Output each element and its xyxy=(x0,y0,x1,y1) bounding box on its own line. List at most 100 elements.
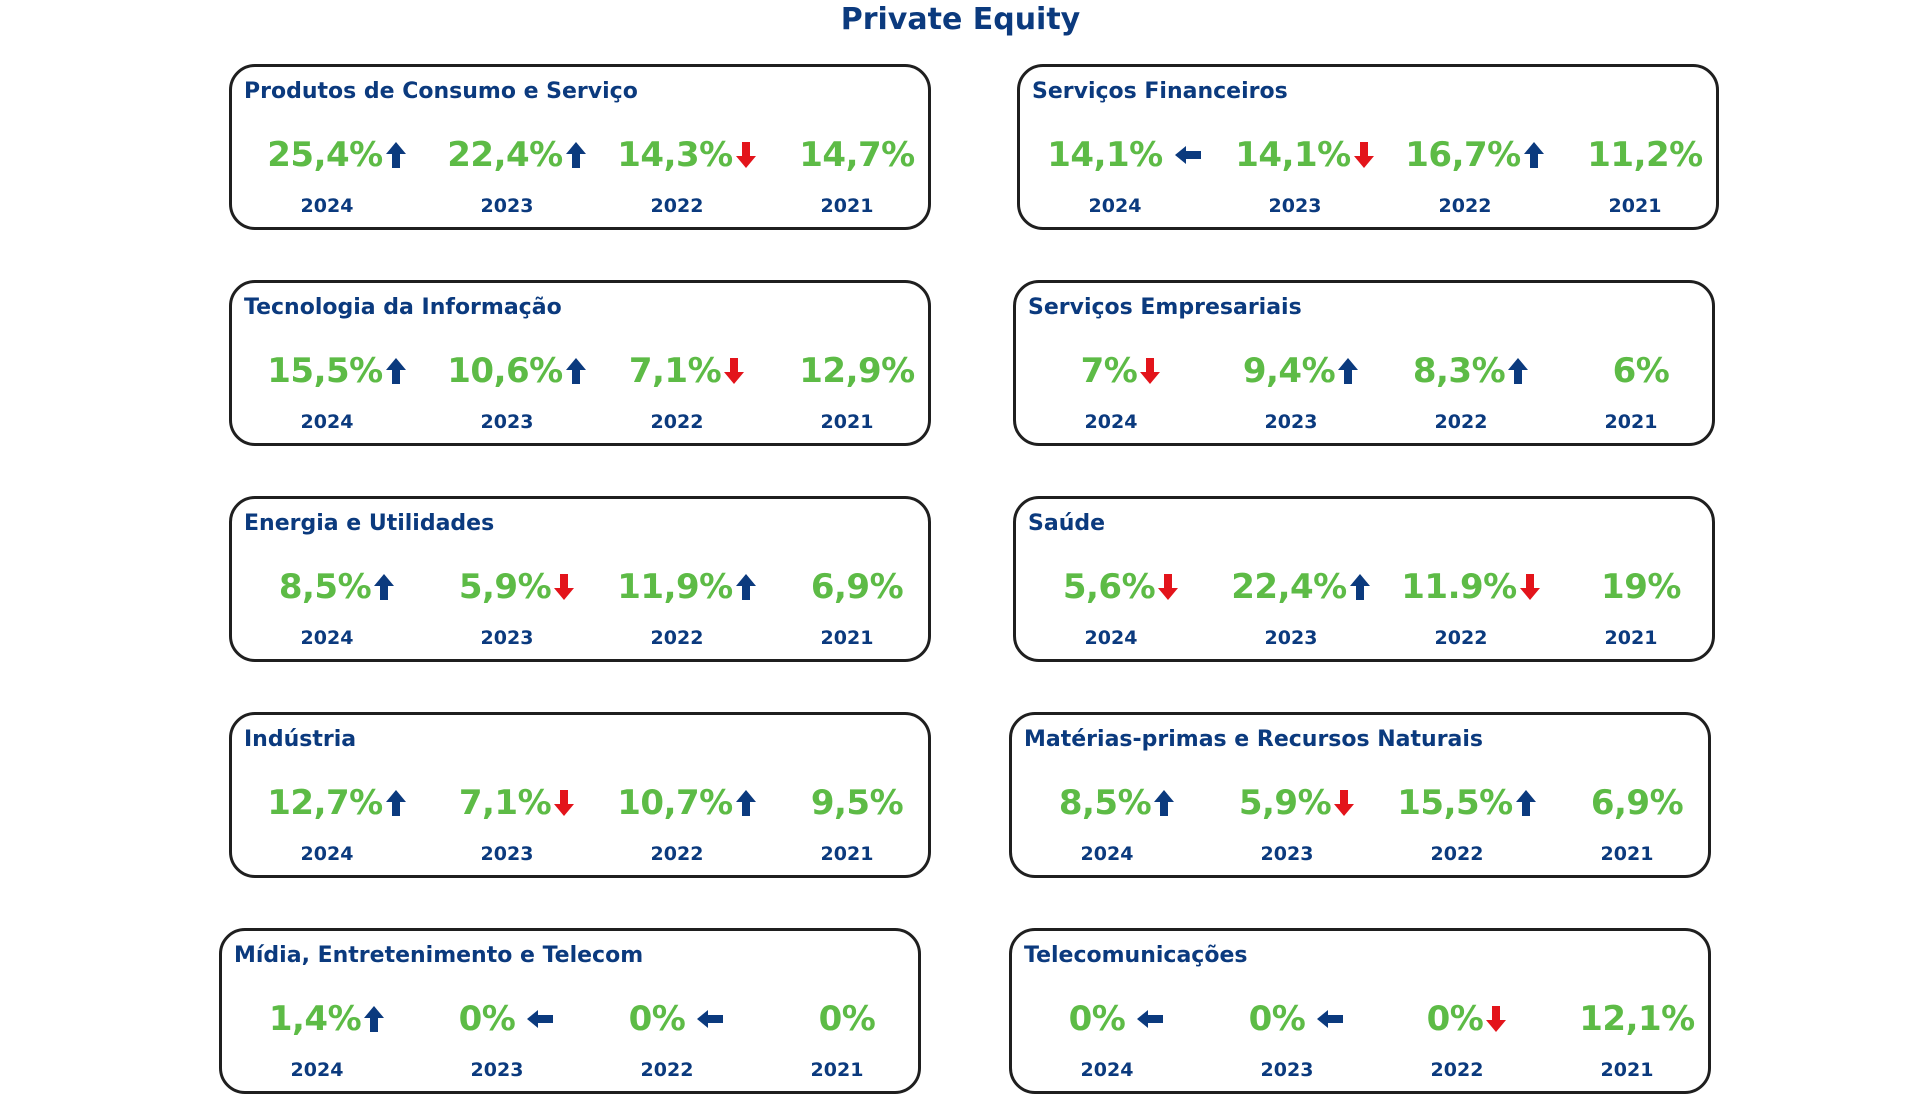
metric-year: 2024 xyxy=(1088,195,1142,217)
arrow-left-icon xyxy=(1315,1004,1345,1034)
sector-card: Mídia, Entretenimento e Telecom 1,4% 2024 0… xyxy=(219,928,921,1094)
metric-year: 2021 xyxy=(1600,843,1654,865)
metric-year: 2021 xyxy=(1608,195,1662,217)
metric-value: 7% xyxy=(1080,351,1138,391)
sector-title: Produtos de Consumo e Serviço xyxy=(244,79,638,104)
arrow-left-icon xyxy=(1135,1004,1165,1034)
sector-title: Energia e Utilidades xyxy=(244,511,495,536)
metric-value: 19% xyxy=(1601,567,1681,607)
metric-year: 2024 xyxy=(290,1059,344,1081)
arrow-up-icon xyxy=(1507,356,1529,386)
metric-value: 11,2% xyxy=(1587,135,1703,175)
arrow-up-icon xyxy=(385,788,407,818)
metric-value-group: 0% xyxy=(1212,999,1382,1039)
sector-card: Produtos de Consumo e Serviço 25,4% 2024 22… xyxy=(229,64,931,230)
metric-year: 2024 xyxy=(1084,627,1138,649)
metric-value-group: 0% xyxy=(422,999,592,1039)
arrow-up-icon xyxy=(735,572,757,602)
metric-year: 2024 xyxy=(1084,411,1138,433)
sector-title: Saúde xyxy=(1028,511,1106,536)
metric-year: 2022 xyxy=(1434,627,1488,649)
metric-year: 2021 xyxy=(820,195,874,217)
metric-value: 8,5% xyxy=(278,567,372,607)
metric-year: 2024 xyxy=(300,195,354,217)
metric-value-group: 10,7% xyxy=(602,783,772,823)
metric-value-group: 22,4% xyxy=(432,135,602,175)
arrow-left-icon xyxy=(525,1004,555,1034)
metric-value-group: 0% xyxy=(1032,999,1202,1039)
sector-title: Tecnologia da Informação xyxy=(244,295,562,320)
metric-value-group: 22,4% xyxy=(1216,567,1386,607)
metric-year: 2023 xyxy=(1264,411,1318,433)
metric-value: 11.9% xyxy=(1401,567,1517,607)
metric-year: 2021 xyxy=(1604,627,1658,649)
metric-value-group: 11,2% xyxy=(1560,135,1730,175)
arrow-up-icon xyxy=(565,356,587,386)
metric-year: 2023 xyxy=(1260,1059,1314,1081)
arrow-down-icon xyxy=(1333,788,1355,818)
metric-value-group: 8,5% xyxy=(252,567,422,607)
metric-value-group: 0% xyxy=(1382,999,1552,1039)
metric-value-group: 12,7% xyxy=(252,783,422,823)
metric-value: 0% xyxy=(1426,999,1484,1039)
metric-value: 22,4% xyxy=(1231,567,1347,607)
arrow-down-icon xyxy=(1519,572,1541,602)
metric-value-group: 11.9% xyxy=(1386,567,1556,607)
metric-value-group: 0% xyxy=(762,999,932,1039)
metric-value-group: 6,9% xyxy=(772,567,942,607)
sector-card: Tecnologia da Informação 15,5% 2024 10,6% 20… xyxy=(229,280,931,446)
metric-value-group: 19% xyxy=(1556,567,1726,607)
metric-value: 25,4% xyxy=(267,135,383,175)
sector-card: Matérias-primas e Recursos Naturais 8,5% 2… xyxy=(1009,712,1711,878)
metric-value: 1,4% xyxy=(268,999,362,1039)
metric-value-group: 15,5% xyxy=(1382,783,1552,823)
metric-value-group: 7% xyxy=(1036,351,1206,391)
metric-year: 2024 xyxy=(1080,843,1134,865)
metric-value: 14,3% xyxy=(617,135,733,175)
sector-title: Serviços Financeiros xyxy=(1032,79,1288,104)
metric-value: 14,1% xyxy=(1235,135,1351,175)
metric-value: 15,5% xyxy=(267,351,383,391)
metric-year: 2023 xyxy=(480,195,534,217)
metric-year: 2021 xyxy=(810,1059,864,1081)
arrow-left-icon xyxy=(695,1004,725,1034)
metric-value-group: 12,9% xyxy=(772,351,942,391)
metric-year: 2023 xyxy=(480,411,534,433)
arrow-up-icon xyxy=(1515,788,1537,818)
metric-year: 2021 xyxy=(820,843,874,865)
metric-value: 10,7% xyxy=(617,783,733,823)
metric-year: 2021 xyxy=(820,411,874,433)
metric-year: 2022 xyxy=(650,627,704,649)
sector-card: Indústria 12,7% 2024 7,1% 2023 10,7% 2022 9,5% 2… xyxy=(229,712,931,878)
metric-year: 2023 xyxy=(480,843,534,865)
metric-value: 9,5% xyxy=(810,783,904,823)
metric-value-group: 11,9% xyxy=(602,567,772,607)
arrow-down-icon xyxy=(1139,356,1161,386)
metric-value-group: 14,3% xyxy=(602,135,772,175)
metric-year: 2022 xyxy=(1438,195,1492,217)
metric-value-group: 5,9% xyxy=(432,567,602,607)
metric-year: 2024 xyxy=(300,843,354,865)
arrow-up-icon xyxy=(373,572,395,602)
metric-value-group: 7,1% xyxy=(602,351,772,391)
sector-card: Energia e Utilidades 8,5% 2024 5,9% 2023 11,9… xyxy=(229,496,931,662)
arrow-up-icon xyxy=(385,356,407,386)
arrow-down-icon xyxy=(553,572,575,602)
metric-value: 14,1% xyxy=(1047,135,1163,175)
metric-year: 2024 xyxy=(300,411,354,433)
metric-year: 2022 xyxy=(650,843,704,865)
sector-title: Telecomunicações xyxy=(1024,943,1248,968)
metric-value: 11,9% xyxy=(617,567,733,607)
arrow-up-icon xyxy=(735,788,757,818)
arrow-left-icon xyxy=(1173,140,1203,170)
arrow-down-icon xyxy=(1353,140,1375,170)
metric-year: 2023 xyxy=(1260,843,1314,865)
metric-value-group: 10,6% xyxy=(432,351,602,391)
metric-value: 7,1% xyxy=(628,351,722,391)
metric-value: 22,4% xyxy=(447,135,563,175)
arrow-down-icon xyxy=(1485,1004,1507,1034)
metric-year: 2022 xyxy=(650,195,704,217)
metric-value-group: 12,1% xyxy=(1552,999,1722,1039)
metric-year: 2023 xyxy=(470,1059,524,1081)
metric-value-group: 6% xyxy=(1556,351,1726,391)
